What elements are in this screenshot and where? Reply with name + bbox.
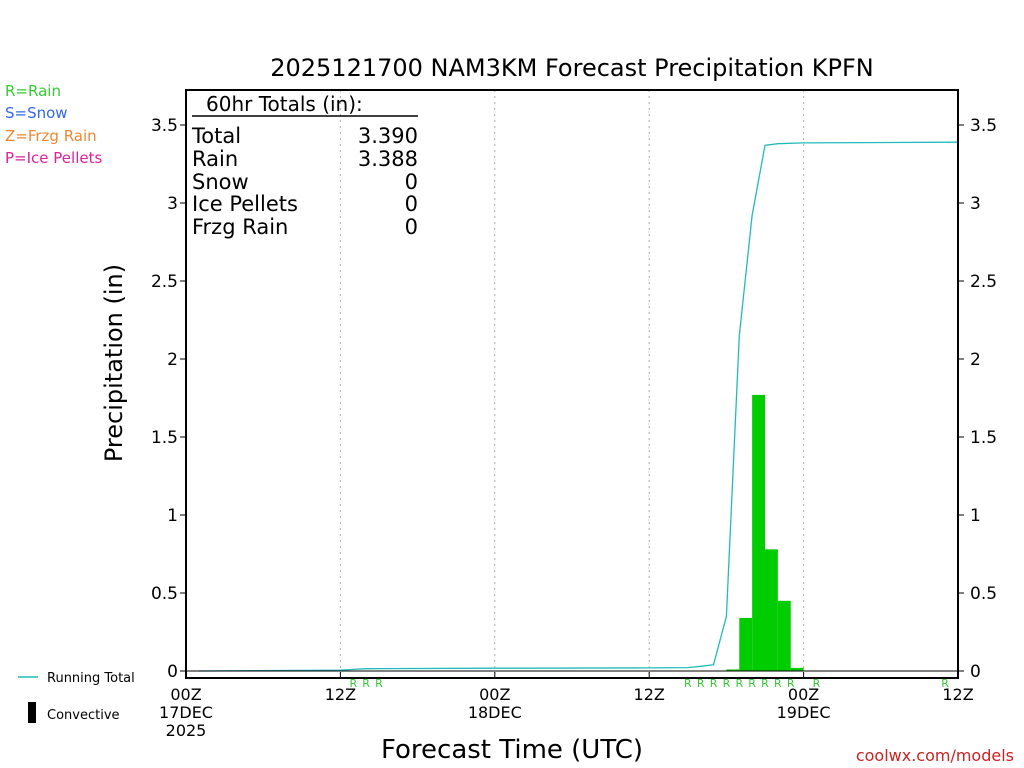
y-tick-label-left: 1 — [167, 506, 178, 526]
y-tick-label-right: 2.5 — [970, 272, 997, 292]
totals-label-total: Total — [191, 124, 241, 148]
precip-type-marker: R — [349, 677, 357, 690]
legend-convective: Convective — [47, 708, 120, 723]
x-tick-label: 00Z — [479, 685, 510, 704]
running-total-series — [198, 141, 959, 672]
totals-label-snow: Snow — [192, 170, 249, 194]
precip-type-marker: R — [735, 677, 743, 690]
precip-type-marker: R — [774, 677, 782, 690]
legend-snow: S=Snow — [5, 104, 68, 122]
legend-rain: R=Rain — [5, 82, 61, 100]
precip-type-marker: R — [375, 677, 383, 690]
totals-value-total: 3.390 — [358, 124, 418, 148]
precip-type-marker: R — [813, 677, 821, 690]
precip-type-marker: R — [710, 677, 718, 690]
y-tick-label-left: 0.5 — [151, 584, 178, 604]
x-tick-label: 12Z — [942, 685, 973, 704]
running-total-line — [198, 141, 959, 672]
x-tick-label: 2025 — [166, 721, 207, 740]
legend-running-total: Running Total — [47, 671, 135, 686]
x-tick-label: 00Z — [170, 685, 201, 704]
y-tick-label-right: 3 — [970, 194, 981, 214]
precip-type-marker: R — [723, 677, 731, 690]
y-tick-label-left: 1.5 — [151, 428, 178, 448]
precip-type-marker: R — [697, 677, 705, 690]
grid-lines — [339, 90, 805, 678]
precip-type-legend: R=Rain S=Snow Z=Frzg Rain P=Ice Pellets — [5, 82, 102, 167]
totals-value-frzg-rain: 0 — [405, 215, 418, 239]
y-tick-label-left: 0 — [167, 662, 178, 682]
x-tick-label: 00Z — [788, 685, 819, 704]
totals-box: 60hr Totals (in): Total 3.390 Rain 3.388… — [191, 92, 418, 239]
y-tick-label-right: 1 — [970, 506, 981, 526]
x-tick-label: 12Z — [634, 685, 665, 704]
precip-type-marker: R — [941, 677, 949, 690]
y-tick-label-left: 2.5 — [151, 272, 178, 292]
y-axis-ticks: 0 00.5 0.51 11.5 1.52 22.5 2.53 33.5 3.5 — [151, 116, 997, 682]
totals-label-rain: Rain — [192, 147, 238, 171]
precip-bar — [739, 617, 753, 671]
y-tick-label-left: 3 — [167, 194, 178, 214]
series-legend: Running Total Convective — [18, 671, 135, 723]
precip-type-marker: R — [787, 677, 795, 690]
y-tick-label-right: 0 — [970, 662, 981, 682]
convective-swatch — [28, 702, 36, 723]
totals-value-snow: 0 — [405, 170, 418, 194]
y-tick-label-right: 0.5 — [970, 584, 997, 604]
y-tick-label-right: 1.5 — [970, 428, 997, 448]
y-tick-label-right: 3.5 — [970, 116, 997, 136]
precip-bar — [790, 667, 804, 671]
chart-title: 2025121700 NAM3KM Forecast Precipitation… — [270, 54, 874, 82]
precip-type-marker: R — [748, 677, 756, 690]
precip-bar — [752, 394, 765, 671]
totals-label-frzg-rain: Frzg Rain — [192, 215, 288, 239]
plot-frame — [185, 89, 959, 679]
precip-bar — [726, 669, 740, 671]
y-tick-label-left: 2 — [167, 350, 178, 370]
precip-type-marker: R — [684, 677, 692, 690]
site-credit: coolwx.com/models — [856, 746, 1014, 765]
y-axis-label: Precipitation (in) — [100, 264, 128, 462]
precip-bars — [726, 394, 804, 671]
totals-value-rain: 3.388 — [358, 147, 418, 171]
totals-header: 60hr Totals (in): — [206, 92, 363, 116]
x-tick-label: 12Z — [325, 685, 356, 704]
precip-type-marker: R — [362, 677, 370, 690]
x-axis-label: Forecast Time (UTC) — [381, 735, 643, 765]
precip-bar — [777, 600, 791, 671]
precip-type-marker: R — [761, 677, 769, 690]
y-tick-label-left: 3.5 — [151, 116, 178, 136]
y-tick-label-right: 2 — [970, 350, 981, 370]
legend-ice-pellets: P=Ice Pellets — [5, 149, 102, 167]
x-tick-label: 17DEC — [159, 703, 213, 722]
totals-value-ice-pellets: 0 — [405, 192, 418, 216]
x-tick-label: 19DEC — [777, 703, 831, 722]
legend-freezing-rain: Z=Frzg Rain — [5, 127, 97, 145]
totals-label-ice-pellets: Ice Pellets — [192, 192, 298, 216]
x-tick-label: 18DEC — [468, 703, 522, 722]
precip-bar — [765, 549, 778, 671]
